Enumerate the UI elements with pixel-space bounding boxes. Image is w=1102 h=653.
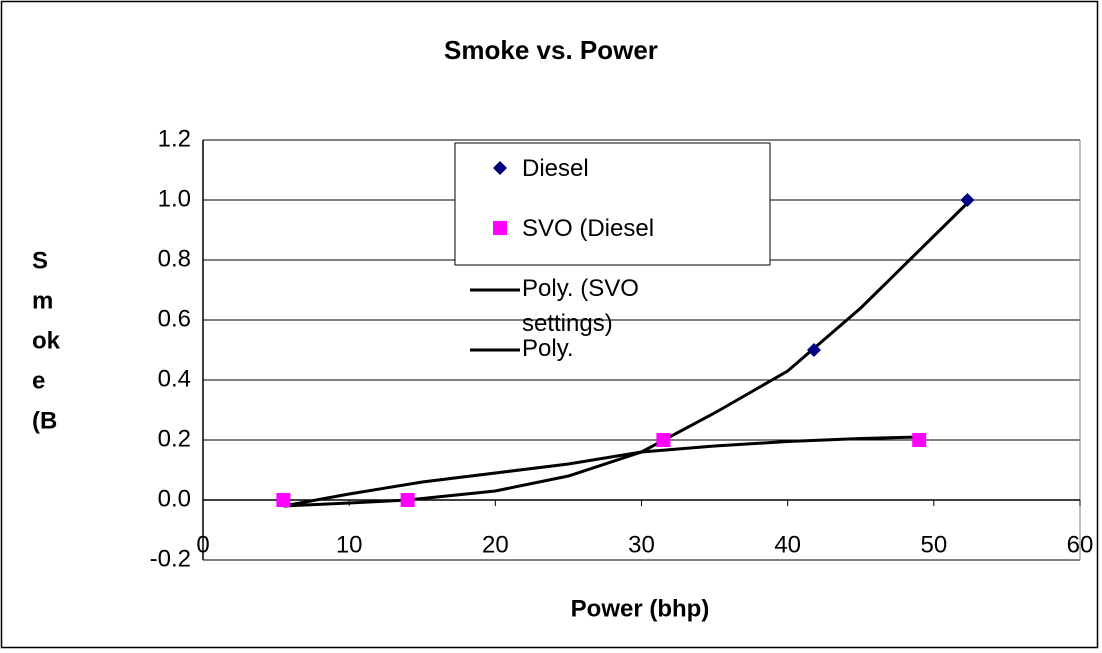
point (276, 493, 291, 507)
y-axis-label: ok (32, 327, 61, 354)
y-tick-label: 1.2 (158, 125, 191, 152)
legend-label: Poly. (522, 335, 574, 362)
chart-title: Smoke vs. Power (444, 35, 658, 65)
x-tick-label: 50 (920, 531, 947, 558)
x-tick-label: 20 (482, 531, 509, 558)
y-axis-label: e (32, 367, 45, 394)
y-axis-label: (B (32, 407, 57, 434)
y-tick-label: 0.8 (158, 245, 191, 272)
x-tick-label: 60 (1067, 531, 1094, 558)
x-tick-label: 10 (336, 531, 363, 558)
legend-label: Diesel (522, 155, 589, 182)
point (656, 433, 671, 447)
legend-box (454, 142, 771, 266)
x-tick-label: 0 (196, 531, 209, 558)
legend-marker (493, 221, 507, 235)
point (806, 343, 821, 357)
point (912, 433, 927, 447)
legend-marker (493, 161, 507, 175)
y-tick-label: 0.6 (158, 305, 191, 332)
x-tick-label: 40 (774, 531, 801, 558)
y-tick-label: 1.0 (158, 185, 191, 212)
legend-label: SVO (Diesel (522, 215, 655, 242)
y-tick-label: 0.2 (158, 425, 191, 452)
y-tick-label: -0.2 (150, 545, 191, 572)
y-axis-label: S (32, 247, 48, 274)
y-tick-label: 0.0 (158, 485, 191, 512)
trendline (283, 201, 969, 508)
y-tick-label: 0.4 (158, 365, 191, 392)
trendline (283, 435, 920, 508)
y-axis-label: m (32, 287, 53, 314)
x-tick-label: 30 (628, 531, 655, 558)
point (400, 493, 415, 507)
point (960, 193, 975, 207)
legend-label: Poly. (SVO settings) (522, 275, 639, 337)
x-axis-label: Power (bhp) (571, 595, 710, 622)
y-label-clip (20, 440, 80, 470)
